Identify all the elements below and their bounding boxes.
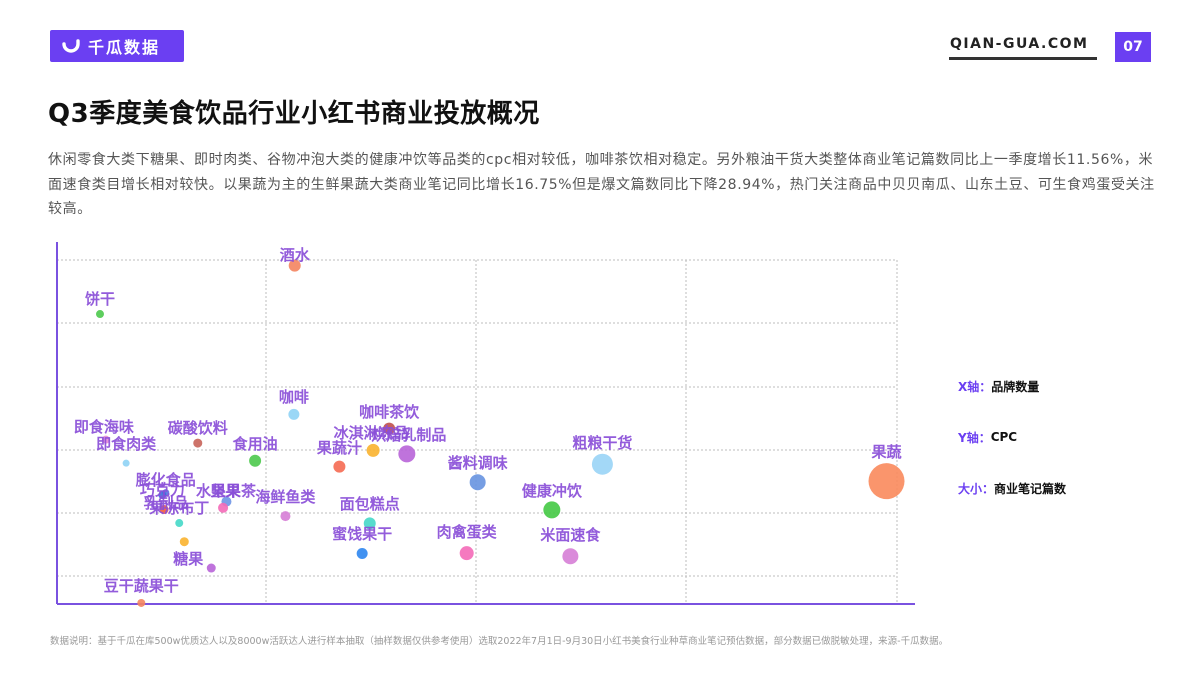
data-point[interactable]	[218, 502, 229, 513]
legend-y-axis: Y轴： CPC	[958, 427, 1066, 447]
brand-logo: 千瓜数据	[50, 30, 184, 62]
data-point-label: 酒水	[279, 245, 310, 264]
data-point-label: 烘焙乳制品	[371, 425, 447, 444]
data-point-label: 饼干	[84, 290, 115, 309]
data-point[interactable]	[101, 435, 110, 444]
data-point-label: 健康冲饮	[521, 481, 582, 500]
data-point[interactable]	[591, 453, 613, 475]
data-point[interactable]	[193, 438, 203, 448]
data-point[interactable]	[175, 519, 184, 528]
data-point[interactable]	[459, 546, 474, 561]
data-point[interactable]	[179, 537, 189, 547]
data-point-label: 水果果茶	[196, 481, 257, 500]
data-point[interactable]	[249, 454, 262, 467]
brand-logo-icon	[62, 39, 80, 53]
data-point[interactable]	[162, 489, 170, 497]
data-point[interactable]	[562, 548, 579, 565]
legend-x-axis: X轴： 品牌数量	[958, 376, 1066, 396]
data-point[interactable]	[366, 443, 380, 457]
data-point-label: 粗粮干货	[572, 434, 633, 453]
data-point[interactable]	[95, 310, 104, 319]
data-point[interactable]	[158, 491, 167, 500]
data-point-label: 膨化食品	[135, 470, 196, 489]
data-point[interactable]	[469, 474, 486, 491]
data-point-label: 米面速食	[540, 526, 601, 545]
legend-y-value: CPC	[990, 430, 1018, 444]
data-point-label: 碳酸饮料	[167, 419, 228, 438]
data-point-label: 乳制品	[143, 493, 189, 512]
data-footnote: 数据说明：基于千瓜在库500w优质达人以及8000w活跃达人进行样本抽取（抽样数…	[50, 636, 949, 647]
legend-size: 大小： 商业笔记篇数	[958, 478, 1066, 498]
chart-legend: X轴： 品牌数量 Y轴： CPC 大小： 商业笔记篇数	[958, 376, 1066, 529]
data-point[interactable]	[363, 517, 376, 530]
data-point[interactable]	[288, 408, 300, 420]
data-point-label: 冰淇淋冻品	[333, 424, 409, 443]
data-point-label: 果蔬汁	[316, 438, 362, 457]
legend-size-value: 商业笔记篇数	[994, 481, 1067, 496]
data-point-label: 食用油	[232, 434, 278, 453]
data-point[interactable]	[868, 463, 905, 500]
data-point-label: 咖啡	[278, 388, 309, 407]
data-point-label: 即食肉类	[96, 435, 157, 454]
site-url: QIAN-GUA.COM	[950, 36, 1089, 52]
data-point[interactable]	[280, 511, 291, 522]
data-point[interactable]	[288, 259, 301, 272]
data-point-label: 酱料调味	[447, 454, 508, 473]
data-point[interactable]	[137, 598, 146, 607]
data-point-label: 即食海味	[73, 417, 134, 436]
data-point[interactable]	[122, 459, 130, 467]
data-point[interactable]	[398, 445, 416, 463]
legend-y-key: Y轴：	[958, 430, 991, 445]
data-point[interactable]	[206, 563, 216, 573]
data-point[interactable]	[221, 496, 232, 507]
legend-x-key: X轴：	[958, 379, 992, 394]
site-underline	[949, 57, 1097, 60]
legend-size-key: 大小：	[958, 481, 995, 496]
data-point-label: 豆干蔬果干	[103, 576, 179, 595]
data-point[interactable]	[543, 501, 561, 519]
data-point[interactable]	[356, 547, 368, 559]
data-point-label: 蜜饯果干	[332, 525, 393, 544]
legend-x-value: 品牌数量	[991, 379, 1040, 394]
data-point-label: 面包糕点	[339, 495, 400, 514]
data-point-label: 果冻布丁	[149, 499, 210, 518]
brand-name: 千瓜数据	[88, 38, 161, 57]
data-point[interactable]	[333, 460, 346, 473]
data-point-label: 坚果	[210, 481, 241, 500]
page-title: Q3季度美食饮品行业小红书商业投放概况	[48, 99, 540, 129]
data-point-label: 糖果	[173, 549, 204, 568]
data-point-label: 咖啡茶饮	[359, 402, 420, 421]
data-point-label: 肉禽蛋类	[436, 523, 497, 542]
data-point[interactable]	[159, 505, 169, 515]
page-number: 07	[1115, 32, 1151, 62]
page-description: 休闲零食大类下糖果、即时肉类、谷物冲泡大类的健康冲饮等品类的cpc相对较低，咖啡…	[48, 152, 1155, 217]
data-point[interactable]	[383, 422, 396, 435]
data-point-label: 巧克力	[139, 481, 185, 499]
data-point-label: 果蔬	[871, 443, 902, 462]
data-point-label: 海鲜鱼类	[255, 488, 316, 507]
